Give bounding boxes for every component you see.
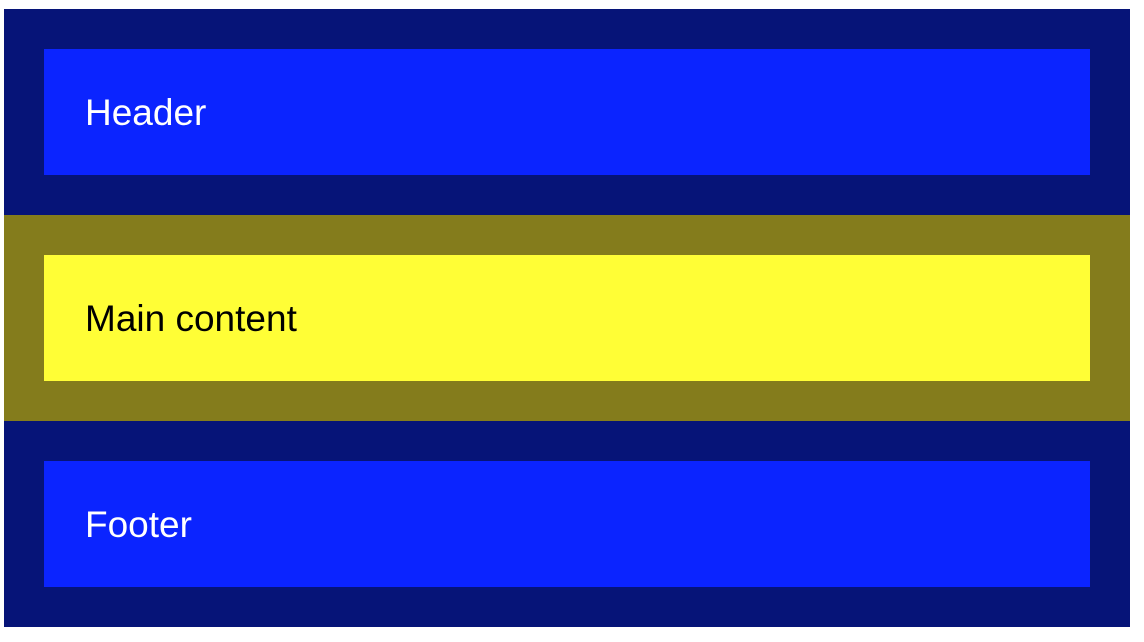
main-section: Main content: [4, 215, 1130, 421]
main-content-box: Main content: [44, 255, 1090, 381]
footer-label: Footer: [85, 503, 192, 545]
footer-section: Footer: [4, 421, 1130, 627]
footer-box: Footer: [44, 461, 1090, 587]
header-section: Header: [4, 9, 1130, 215]
header-box: Header: [44, 49, 1090, 175]
main-content-label: Main content: [85, 297, 297, 339]
page-layout: Header Main content Footer: [4, 9, 1130, 627]
header-label: Header: [85, 91, 207, 133]
